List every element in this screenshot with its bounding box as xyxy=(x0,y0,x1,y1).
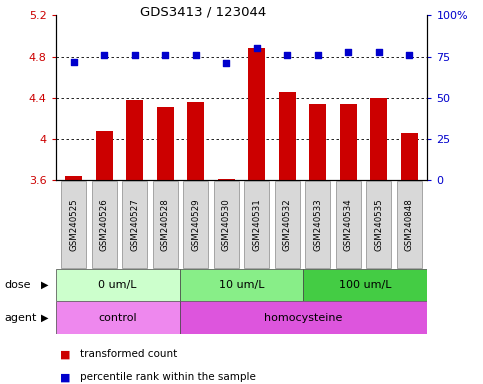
Point xyxy=(131,52,139,58)
Bar xyxy=(153,181,178,268)
Text: 10 um/L: 10 um/L xyxy=(219,280,264,290)
Point xyxy=(70,58,78,65)
Text: 0 um/L: 0 um/L xyxy=(98,280,137,290)
Bar xyxy=(305,181,330,268)
Bar xyxy=(370,98,387,180)
Text: GSM240531: GSM240531 xyxy=(252,198,261,251)
Text: agent: agent xyxy=(5,313,37,323)
Text: ■: ■ xyxy=(60,372,71,382)
Point xyxy=(161,52,169,58)
Point xyxy=(222,60,230,66)
Text: GSM240528: GSM240528 xyxy=(161,198,170,251)
Bar xyxy=(180,269,303,301)
Bar xyxy=(340,104,356,180)
Point xyxy=(284,52,291,58)
Point xyxy=(375,49,383,55)
Bar xyxy=(183,181,208,268)
Bar xyxy=(279,92,296,180)
Text: control: control xyxy=(98,313,137,323)
Text: GSM240530: GSM240530 xyxy=(222,198,231,251)
Bar xyxy=(401,133,417,180)
Text: GSM240526: GSM240526 xyxy=(100,198,109,251)
Text: percentile rank within the sample: percentile rank within the sample xyxy=(80,372,256,382)
Bar xyxy=(61,181,86,268)
Text: ▶: ▶ xyxy=(41,313,49,323)
Text: transformed count: transformed count xyxy=(80,349,177,359)
Text: 100 um/L: 100 um/L xyxy=(339,280,392,290)
Text: GSM240529: GSM240529 xyxy=(191,198,200,251)
Point xyxy=(314,52,322,58)
Bar xyxy=(218,179,235,180)
Bar xyxy=(275,181,300,268)
Bar xyxy=(309,104,326,180)
Bar xyxy=(187,102,204,180)
Text: GSM240533: GSM240533 xyxy=(313,198,322,251)
Bar xyxy=(122,181,147,268)
Bar xyxy=(66,176,82,180)
Bar xyxy=(366,181,391,268)
Bar xyxy=(244,181,269,268)
Bar xyxy=(157,107,174,180)
Point xyxy=(405,52,413,58)
Point xyxy=(253,45,261,51)
Text: ■: ■ xyxy=(60,349,71,359)
Point xyxy=(344,49,352,55)
Text: GSM240535: GSM240535 xyxy=(374,198,383,251)
Bar xyxy=(397,181,422,268)
Bar xyxy=(56,269,180,301)
Bar xyxy=(214,181,239,268)
Bar xyxy=(127,100,143,180)
Text: homocysteine: homocysteine xyxy=(264,313,342,323)
Text: GSM240527: GSM240527 xyxy=(130,198,139,251)
Text: GSM240534: GSM240534 xyxy=(344,198,353,251)
Bar xyxy=(303,269,427,301)
Text: GDS3413 / 123044: GDS3413 / 123044 xyxy=(140,6,266,19)
Bar xyxy=(248,48,265,180)
Text: GSM240532: GSM240532 xyxy=(283,198,292,251)
Point xyxy=(100,52,108,58)
Text: GSM240848: GSM240848 xyxy=(405,198,413,251)
Bar xyxy=(96,131,113,180)
Bar xyxy=(180,301,427,334)
Bar xyxy=(336,181,361,268)
Bar xyxy=(56,301,180,334)
Text: ▶: ▶ xyxy=(41,280,49,290)
Bar xyxy=(92,181,117,268)
Point xyxy=(192,52,199,58)
Text: GSM240525: GSM240525 xyxy=(70,198,78,251)
Text: dose: dose xyxy=(5,280,31,290)
